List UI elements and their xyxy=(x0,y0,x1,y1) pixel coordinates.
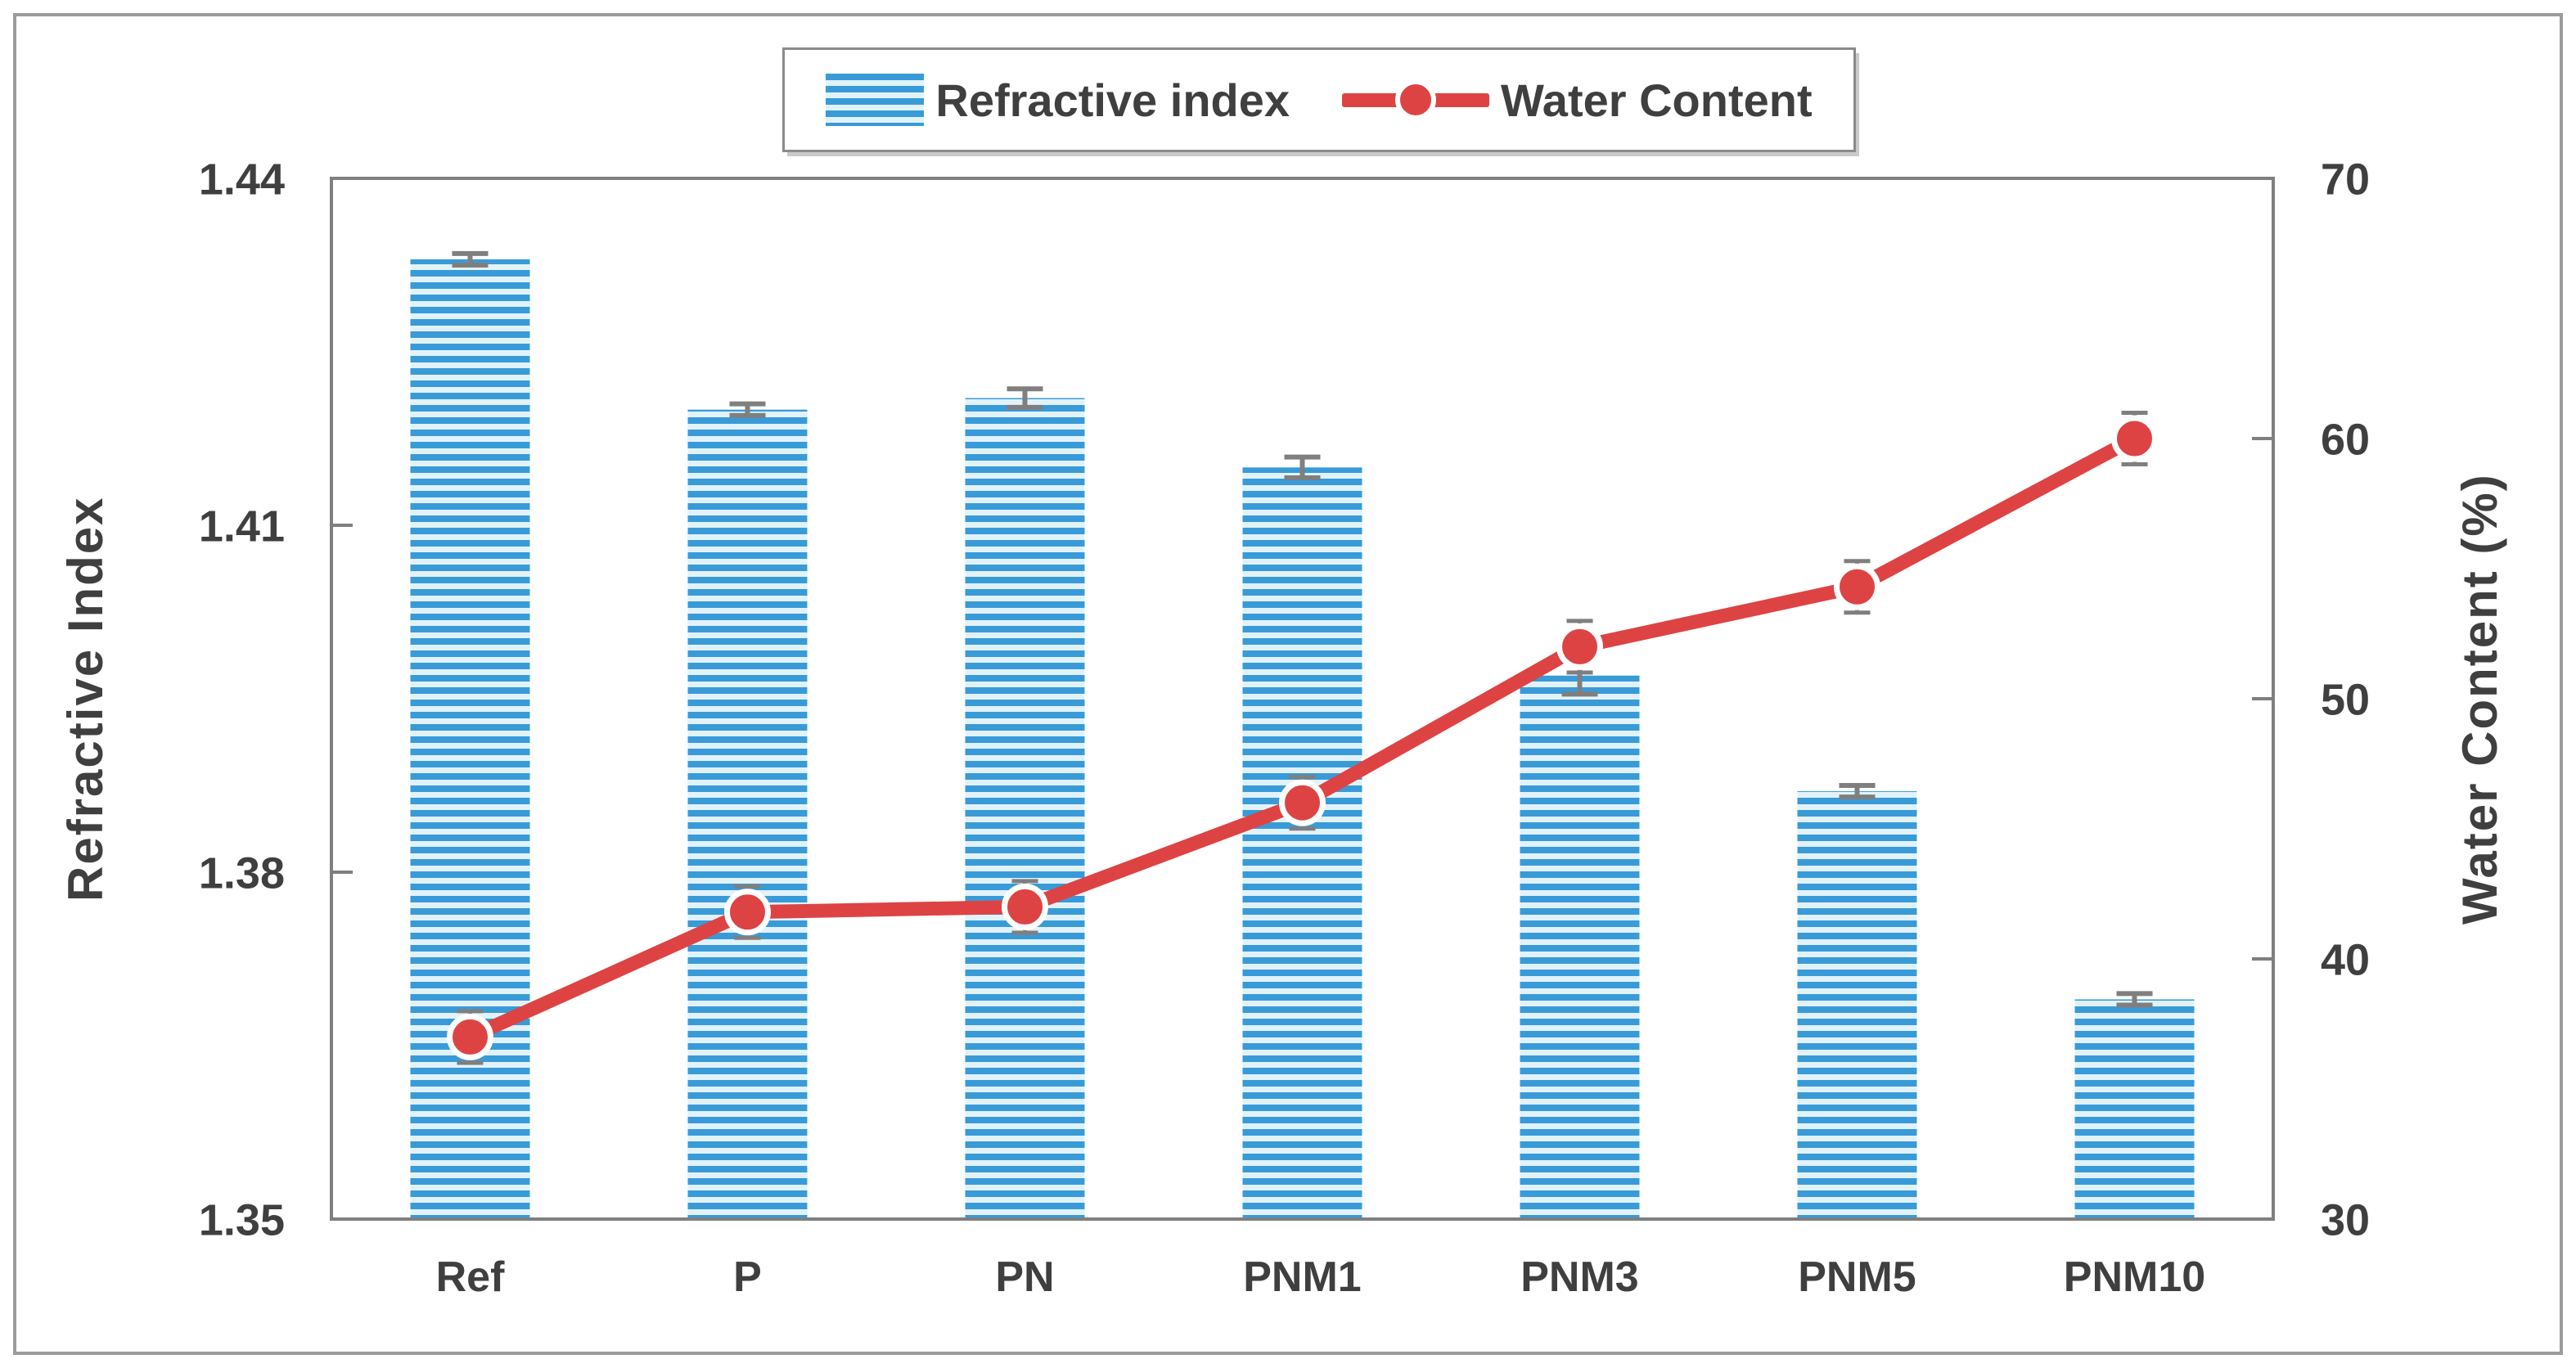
water-content-marker-PNM5 xyxy=(1834,563,1880,610)
right-tick-label: 60 xyxy=(2321,415,2370,464)
right-tick-label: 30 xyxy=(2321,1195,2370,1244)
line-marker-icon xyxy=(1395,79,1437,120)
right-tick-label: 40 xyxy=(2321,935,2370,984)
bar-PN xyxy=(965,398,1085,1219)
x-label-PNM5: PNM5 xyxy=(1798,1253,1916,1301)
x-label-PN: PN xyxy=(995,1253,1054,1301)
x-label-P: P xyxy=(733,1253,762,1301)
bar-error-Ref xyxy=(452,250,489,268)
x-label-Ref: Ref xyxy=(436,1253,505,1301)
left-tick-label: 1.38 xyxy=(199,848,285,898)
bar-P xyxy=(687,409,808,1220)
bar-error-PNM1 xyxy=(1284,454,1321,481)
bar-PNM5 xyxy=(1797,791,1917,1219)
water-content-marker-PNM3 xyxy=(1556,623,1603,670)
water-content-marker-PN xyxy=(1002,883,1048,930)
bar-error-P xyxy=(729,401,766,418)
legend-item-refractive-index: Refractive index xyxy=(826,74,1290,127)
water-content-marker-P xyxy=(724,889,771,936)
bar-error-PNM10 xyxy=(2116,991,2153,1008)
legend-label-water-content: Water Content xyxy=(1501,74,1813,126)
bar-error-PN xyxy=(1007,386,1043,410)
x-label-PNM3: PNM3 xyxy=(1520,1253,1638,1301)
water-content-marker-Ref xyxy=(447,1013,493,1060)
x-label-PNM10: PNM10 xyxy=(2064,1253,2205,1301)
legend-item-water-content: Water Content xyxy=(1342,74,1813,127)
right-tick-label: 50 xyxy=(2321,675,2370,724)
x-label-PNM1: PNM1 xyxy=(1243,1253,1361,1301)
left-tick-label: 1.35 xyxy=(199,1195,285,1244)
bar-swatch-icon xyxy=(826,74,925,126)
bar-error-PNM5 xyxy=(1839,783,1876,800)
water-content-marker-PNM10 xyxy=(2111,415,2158,462)
bar-PNM10 xyxy=(2074,999,2195,1219)
water-content-marker-PNM1 xyxy=(1279,779,1326,826)
right-tick-label: 70 xyxy=(2321,155,2370,204)
line-swatch-icon xyxy=(1342,79,1490,120)
legend: Refractive index Water Content xyxy=(782,47,1856,152)
left-tick-label: 1.41 xyxy=(199,502,285,551)
bar-PNM3 xyxy=(1520,675,1640,1219)
legend-label-refractive-index: Refractive index xyxy=(935,74,1290,126)
left-tick-label: 1.44 xyxy=(199,155,285,204)
bar-Ref xyxy=(410,259,530,1219)
bar-PNM1 xyxy=(1242,467,1362,1219)
